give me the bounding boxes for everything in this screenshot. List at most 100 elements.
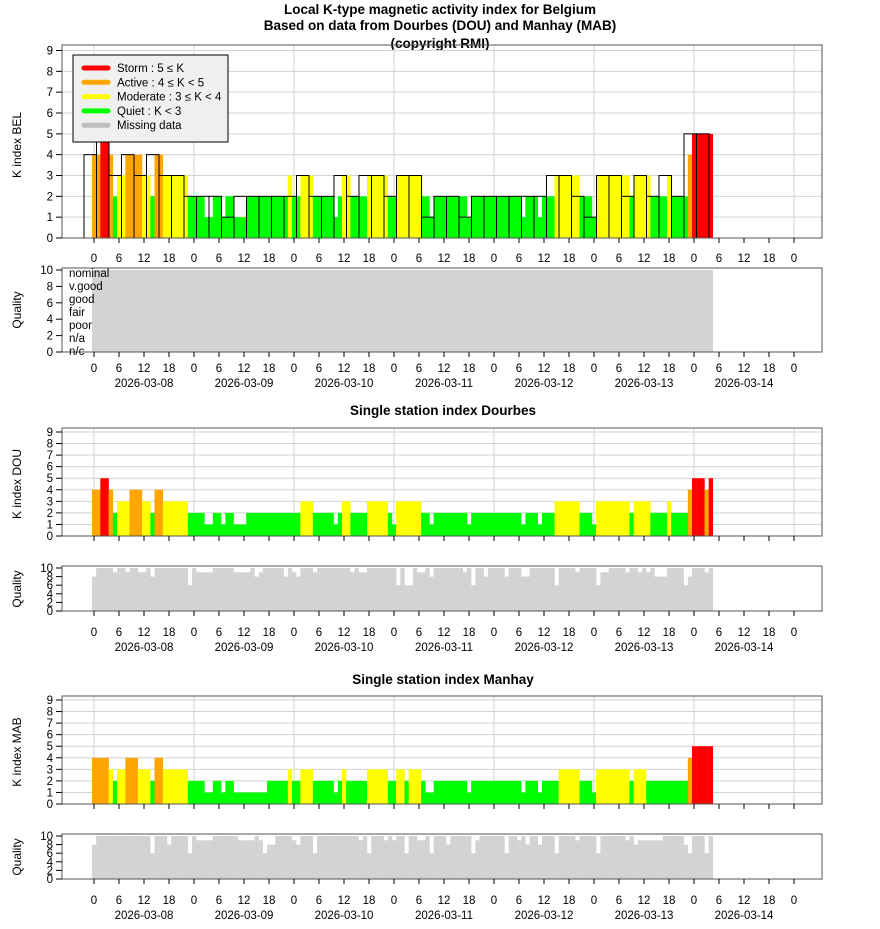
k-bar [208, 792, 214, 804]
k-bar [671, 780, 676, 804]
k-bar [442, 196, 447, 238]
k-bar [212, 780, 218, 804]
k-bar [321, 196, 326, 238]
plot-frame [61, 44, 823, 239]
y-tick-label: 8 [47, 707, 53, 719]
k-bar [133, 757, 139, 804]
quality-bar [300, 568, 305, 611]
k-bar [333, 217, 339, 238]
k-bar [671, 512, 676, 536]
k-bar [362, 780, 368, 804]
x-tick-label: 12 [738, 895, 751, 907]
k-bar [675, 780, 680, 804]
quality-bar [492, 270, 497, 352]
quality-bar [287, 836, 293, 879]
k-bar [296, 196, 301, 238]
k-bar [171, 501, 176, 536]
quality-bar [229, 836, 234, 879]
k-bar [337, 512, 343, 536]
quality-bar [392, 568, 397, 611]
k-bar [558, 501, 564, 536]
k-bar [612, 501, 618, 536]
x-tick-label: 6 [216, 895, 222, 907]
quality-bar [454, 836, 459, 879]
k-bar [108, 489, 114, 536]
k-bar [637, 769, 643, 804]
y-tick-label: 3 [47, 171, 53, 183]
k-bar [446, 196, 451, 238]
quality-bar [375, 270, 380, 352]
y-tick-label: 8 [47, 66, 53, 78]
quality-bar [104, 568, 109, 611]
k-bar [675, 512, 680, 536]
quality-bar [217, 568, 222, 611]
quality-bar [154, 270, 159, 352]
y-tick-label: 5 [47, 473, 53, 485]
k-bar [396, 175, 401, 238]
quality-bar [667, 836, 672, 879]
quality-bar [292, 270, 297, 352]
quality-bar [629, 568, 634, 611]
quality-bar [408, 270, 414, 352]
quality-bar [242, 840, 247, 879]
x-tick-label: 6 [116, 627, 122, 639]
x-tick-label: 18 [463, 253, 476, 265]
x-tick-label: 0 [291, 253, 297, 265]
quality-bar [646, 270, 651, 352]
k-bar [692, 133, 697, 238]
quality-bar [575, 572, 580, 611]
quality-bar [246, 572, 251, 611]
k-bar [225, 780, 230, 804]
k-bar [696, 746, 701, 804]
k-bar [604, 769, 609, 804]
quality-bar [287, 568, 293, 611]
quality-y-tick-label: 4 [47, 589, 54, 601]
quality-bar [183, 270, 189, 352]
quality-bar [442, 270, 447, 352]
date-label: 2026-03-12 [515, 642, 574, 654]
quality-bar [204, 572, 209, 611]
k-bar [267, 196, 272, 238]
x-tick-label: 0 [391, 627, 397, 639]
quality-bar [179, 836, 184, 879]
k-bar [529, 512, 534, 536]
k-bar [575, 175, 580, 238]
quality-bar [421, 270, 426, 352]
quality-bar [496, 270, 501, 352]
quality-bar [504, 576, 509, 611]
k-bar [646, 780, 651, 804]
quality-bar [529, 270, 534, 352]
quality-bar [317, 270, 322, 352]
quality-bar [254, 836, 259, 879]
k-bar [625, 175, 630, 238]
quality-bar [433, 270, 439, 352]
y-tick-label: 6 [47, 462, 53, 474]
quality-bar [704, 572, 709, 611]
quality-bar [421, 840, 426, 879]
k-bar [475, 196, 480, 238]
quality-bar [650, 270, 655, 352]
k-bar [567, 175, 572, 238]
y-tick-label: 9 [47, 46, 53, 58]
x-tick-label: 12 [738, 627, 751, 639]
k-bar [117, 501, 122, 536]
quality-bar [696, 568, 701, 611]
k-bar [708, 746, 714, 804]
k-bar [483, 780, 489, 804]
quality-bar [437, 836, 443, 879]
k-bar [662, 780, 668, 804]
k-bar [387, 780, 393, 804]
k-bar [437, 512, 443, 536]
quality-level-label: n/c [69, 346, 85, 358]
quality-bar [537, 568, 543, 611]
quality-bar [162, 568, 168, 611]
k-bar [242, 524, 247, 536]
quality-bar [504, 270, 509, 352]
quality-bar [642, 568, 647, 611]
x-tick-label: 18 [263, 253, 276, 265]
x-tick-label: 0 [691, 627, 697, 639]
quality-y-tick-label: 2 [47, 331, 53, 343]
quality-bar [483, 836, 489, 879]
x-tick-label: 0 [691, 895, 697, 907]
